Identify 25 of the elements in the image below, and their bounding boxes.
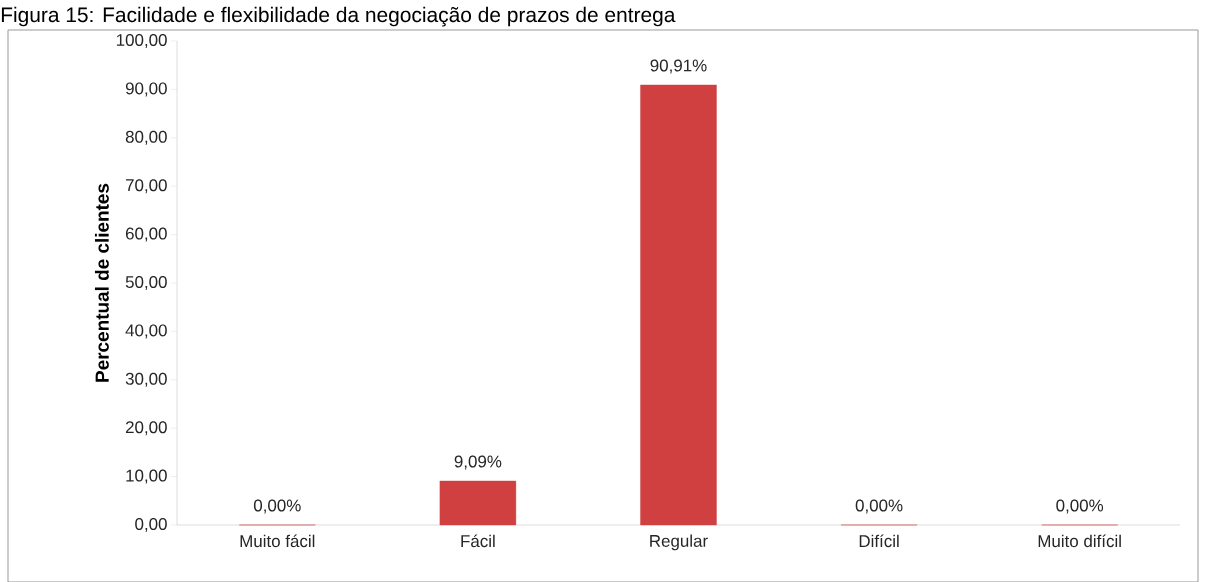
data-label: 0,00% [855, 499, 903, 514]
x-tick-label: Difícil [859, 534, 899, 548]
y-tick-label: 40,00 [125, 324, 167, 339]
data-label: 0,00% [253, 499, 301, 514]
chart-title: Figura 15: Facilidade e flexibilidade da negociação de prazos de entrega [1, 6, 676, 27]
y-tick-label: 70,00 [125, 179, 167, 194]
data-label: 0,00% [1056, 499, 1104, 514]
y-tick-label: 30,00 [125, 372, 167, 387]
y-axis-title: Percentual de clientes [94, 183, 109, 382]
y-tick-label: 80,00 [125, 130, 167, 145]
bar [640, 84, 717, 526]
x-tick-label: Regular [650, 534, 708, 551]
x-tick-label: Muito fácil [240, 534, 315, 548]
data-label: 9,09% [454, 455, 502, 470]
y-tick-label: 0,00 [135, 517, 167, 532]
x-tick-label: Muito difícil [1038, 534, 1121, 548]
y-tick-label: 60,00 [125, 227, 167, 242]
y-tick-label: 50,00 [125, 275, 167, 290]
data-label: 90,91% [650, 59, 707, 74]
y-tick-label: 100,00 [116, 33, 167, 48]
x-tick-label: Fácil [461, 534, 495, 548]
y-tick-label: 10,00 [126, 469, 167, 484]
y-tick-label: 20,00 [125, 421, 167, 436]
y-tick-label: 90,00 [125, 82, 167, 97]
bar [439, 480, 517, 526]
